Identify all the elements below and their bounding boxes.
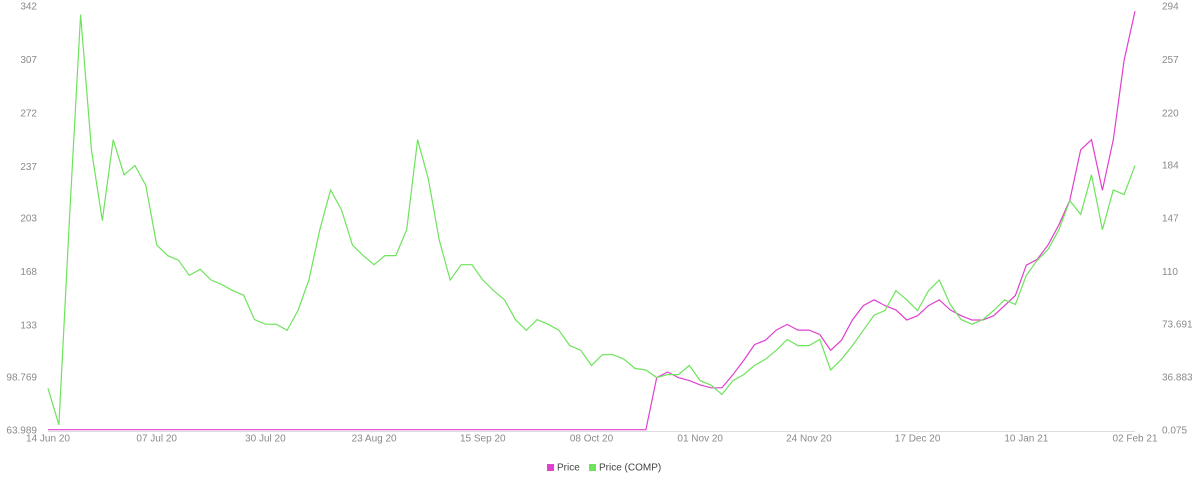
- x-tick-label: 01 Nov 20: [677, 434, 723, 445]
- x-tick-label: 08 Oct 20: [570, 434, 614, 445]
- y-tick-label: 98.769: [6, 373, 37, 384]
- legend-label: Price: [557, 463, 580, 474]
- y2-tick-label: 220: [1162, 108, 1179, 119]
- y2-tick-label: 73.691: [1162, 319, 1193, 330]
- x-tick-label: 30 Jul 20: [245, 434, 286, 445]
- y2-tick-label: 36.883: [1162, 373, 1193, 384]
- x-tick-label: 24 Nov 20: [786, 434, 832, 445]
- legend-label: Price (COMP): [599, 463, 661, 474]
- y2-tick-label: 147: [1162, 214, 1179, 225]
- series-line: [48, 11, 1136, 431]
- y2-tick-label: 257: [1162, 55, 1179, 66]
- y2-tick-label: 0.075: [1162, 426, 1187, 437]
- x-tick-label: 23 Aug 20: [352, 434, 397, 445]
- x-tick-label: 17 Dec 20: [895, 434, 941, 445]
- y2-tick-label: 294: [1162, 2, 1179, 13]
- y2-tick-label: 184: [1162, 160, 1179, 171]
- y-tick-label: 168: [20, 267, 37, 278]
- legend-swatch: [589, 464, 596, 471]
- series-line: [47, 14, 1136, 426]
- legend-swatch: [547, 464, 554, 471]
- x-tick-label: 10 Jan 21: [1004, 434, 1048, 445]
- y-tick-label: 272: [20, 108, 37, 119]
- y-tick-label: 237: [20, 162, 37, 173]
- x-tick-label: 15 Sep 20: [460, 434, 506, 445]
- x-tick-label: 02 Feb 21: [1112, 434, 1157, 445]
- y-tick-label: 133: [20, 320, 37, 331]
- y-tick-label: 203: [20, 214, 37, 225]
- y-tick-label: 63.989: [6, 426, 37, 437]
- x-tick-label: 14 Jun 20: [26, 434, 70, 445]
- y2-tick-label: 110: [1162, 267, 1178, 278]
- y-tick-label: 307: [20, 55, 37, 66]
- x-tick-label: 07 Jul 20: [136, 434, 177, 445]
- y-tick-label: 342: [20, 2, 37, 13]
